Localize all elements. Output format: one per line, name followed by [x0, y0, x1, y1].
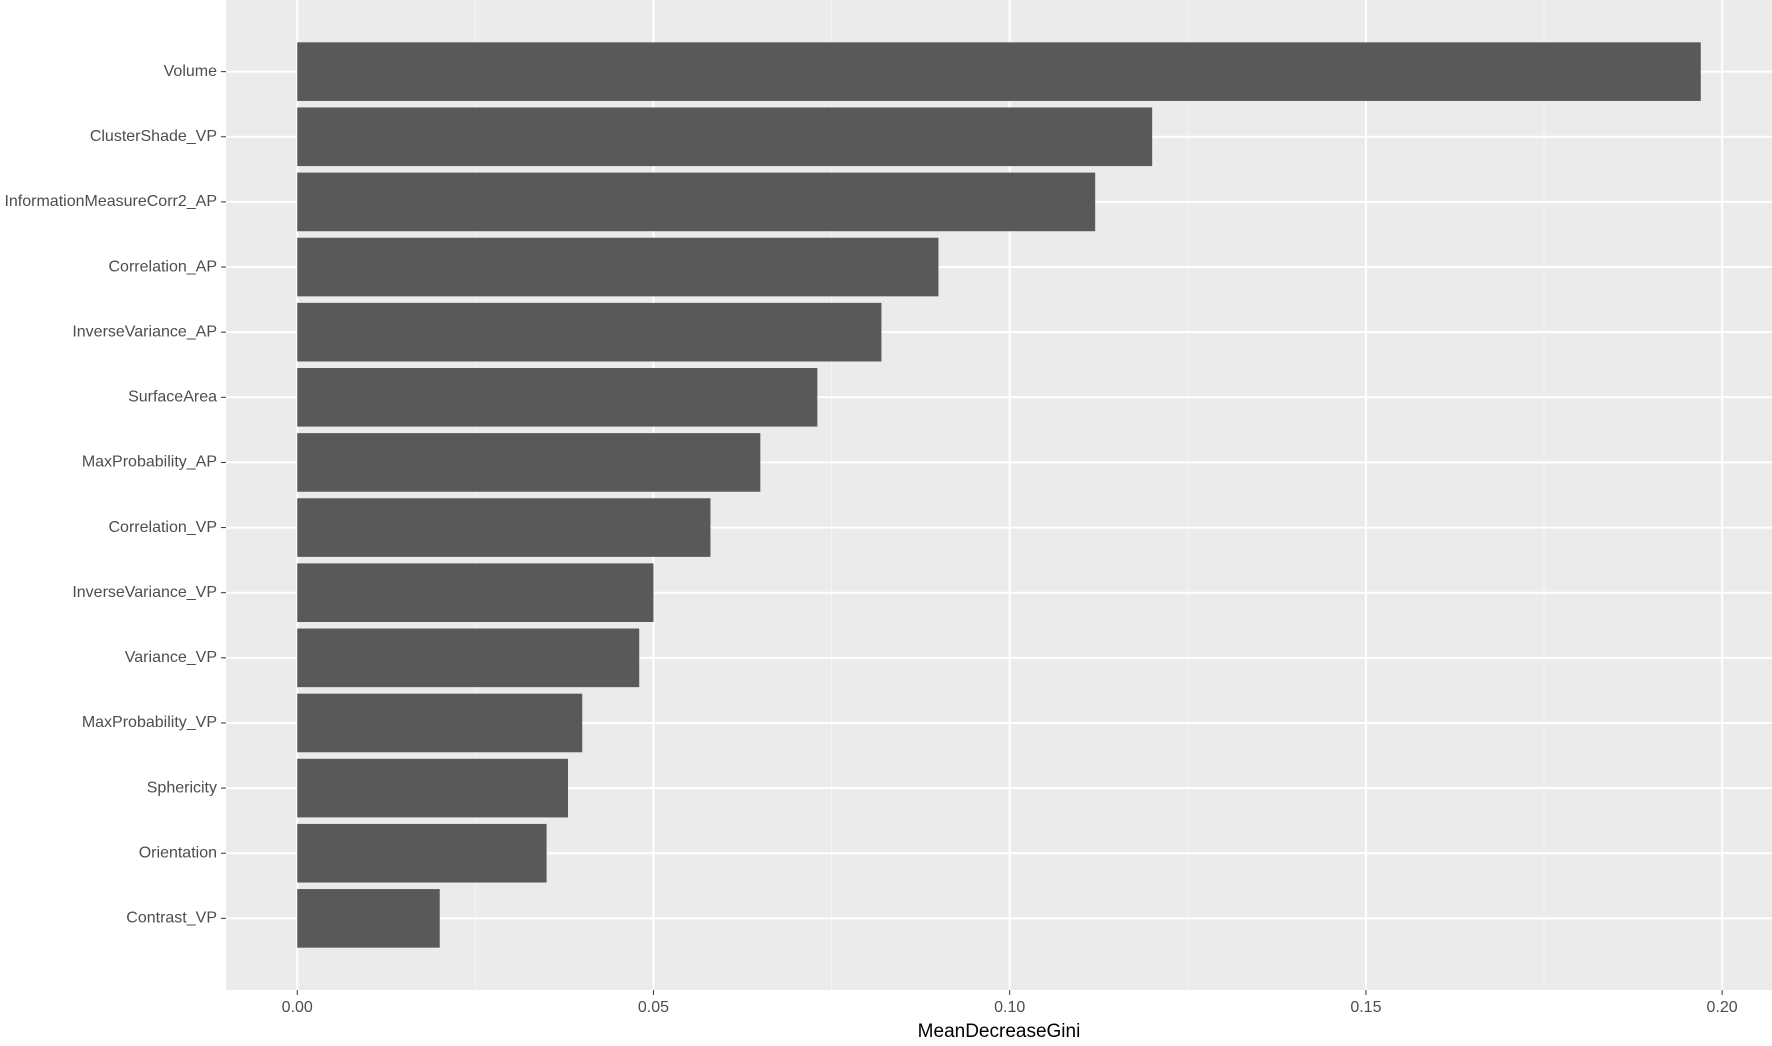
x-tick-label: 0.20 [1707, 999, 1738, 1016]
bar [297, 758, 568, 818]
bar [297, 42, 1701, 101]
y-tick-label: Volume [164, 63, 217, 80]
bar [297, 693, 583, 753]
y-tick-label: Variance_VP [125, 649, 217, 666]
bar [297, 823, 547, 883]
bar [297, 498, 711, 557]
bar [297, 433, 761, 492]
y-tick-label: SurfaceArea [128, 389, 217, 406]
x-tick-label: 0.05 [638, 999, 669, 1016]
y-tick-label: Sphericity [147, 779, 217, 796]
y-tick-label: InverseVariance_VP [72, 584, 217, 601]
y-tick-label: MaxProbability_VP [82, 714, 217, 731]
y-tick-label: InformationMeasureCorr2_AP [4, 193, 217, 210]
y-tick-label: Correlation_AP [109, 258, 218, 275]
y-tick-label: Contrast_VP [126, 910, 217, 927]
y-tick-label: InverseVariance_AP [72, 323, 217, 340]
y-tick-label: Orientation [139, 844, 217, 861]
bar [297, 302, 882, 362]
bar [297, 628, 640, 688]
y-tick-label: ClusterShade_VP [90, 128, 217, 145]
bar [297, 367, 818, 427]
x-axis-title: MeanDecreaseGini [918, 1021, 1081, 1042]
bar [297, 889, 440, 948]
x-tick-label: 0.00 [282, 999, 313, 1016]
bar [297, 107, 1153, 167]
bar [297, 172, 1096, 232]
y-tick-label: MaxProbability_AP [82, 454, 217, 471]
y-tick-label: Correlation_VP [109, 519, 218, 536]
x-tick-label: 0.10 [994, 999, 1025, 1016]
bar [297, 563, 654, 623]
x-tick-label: 0.15 [1350, 999, 1381, 1016]
bar [297, 237, 939, 297]
